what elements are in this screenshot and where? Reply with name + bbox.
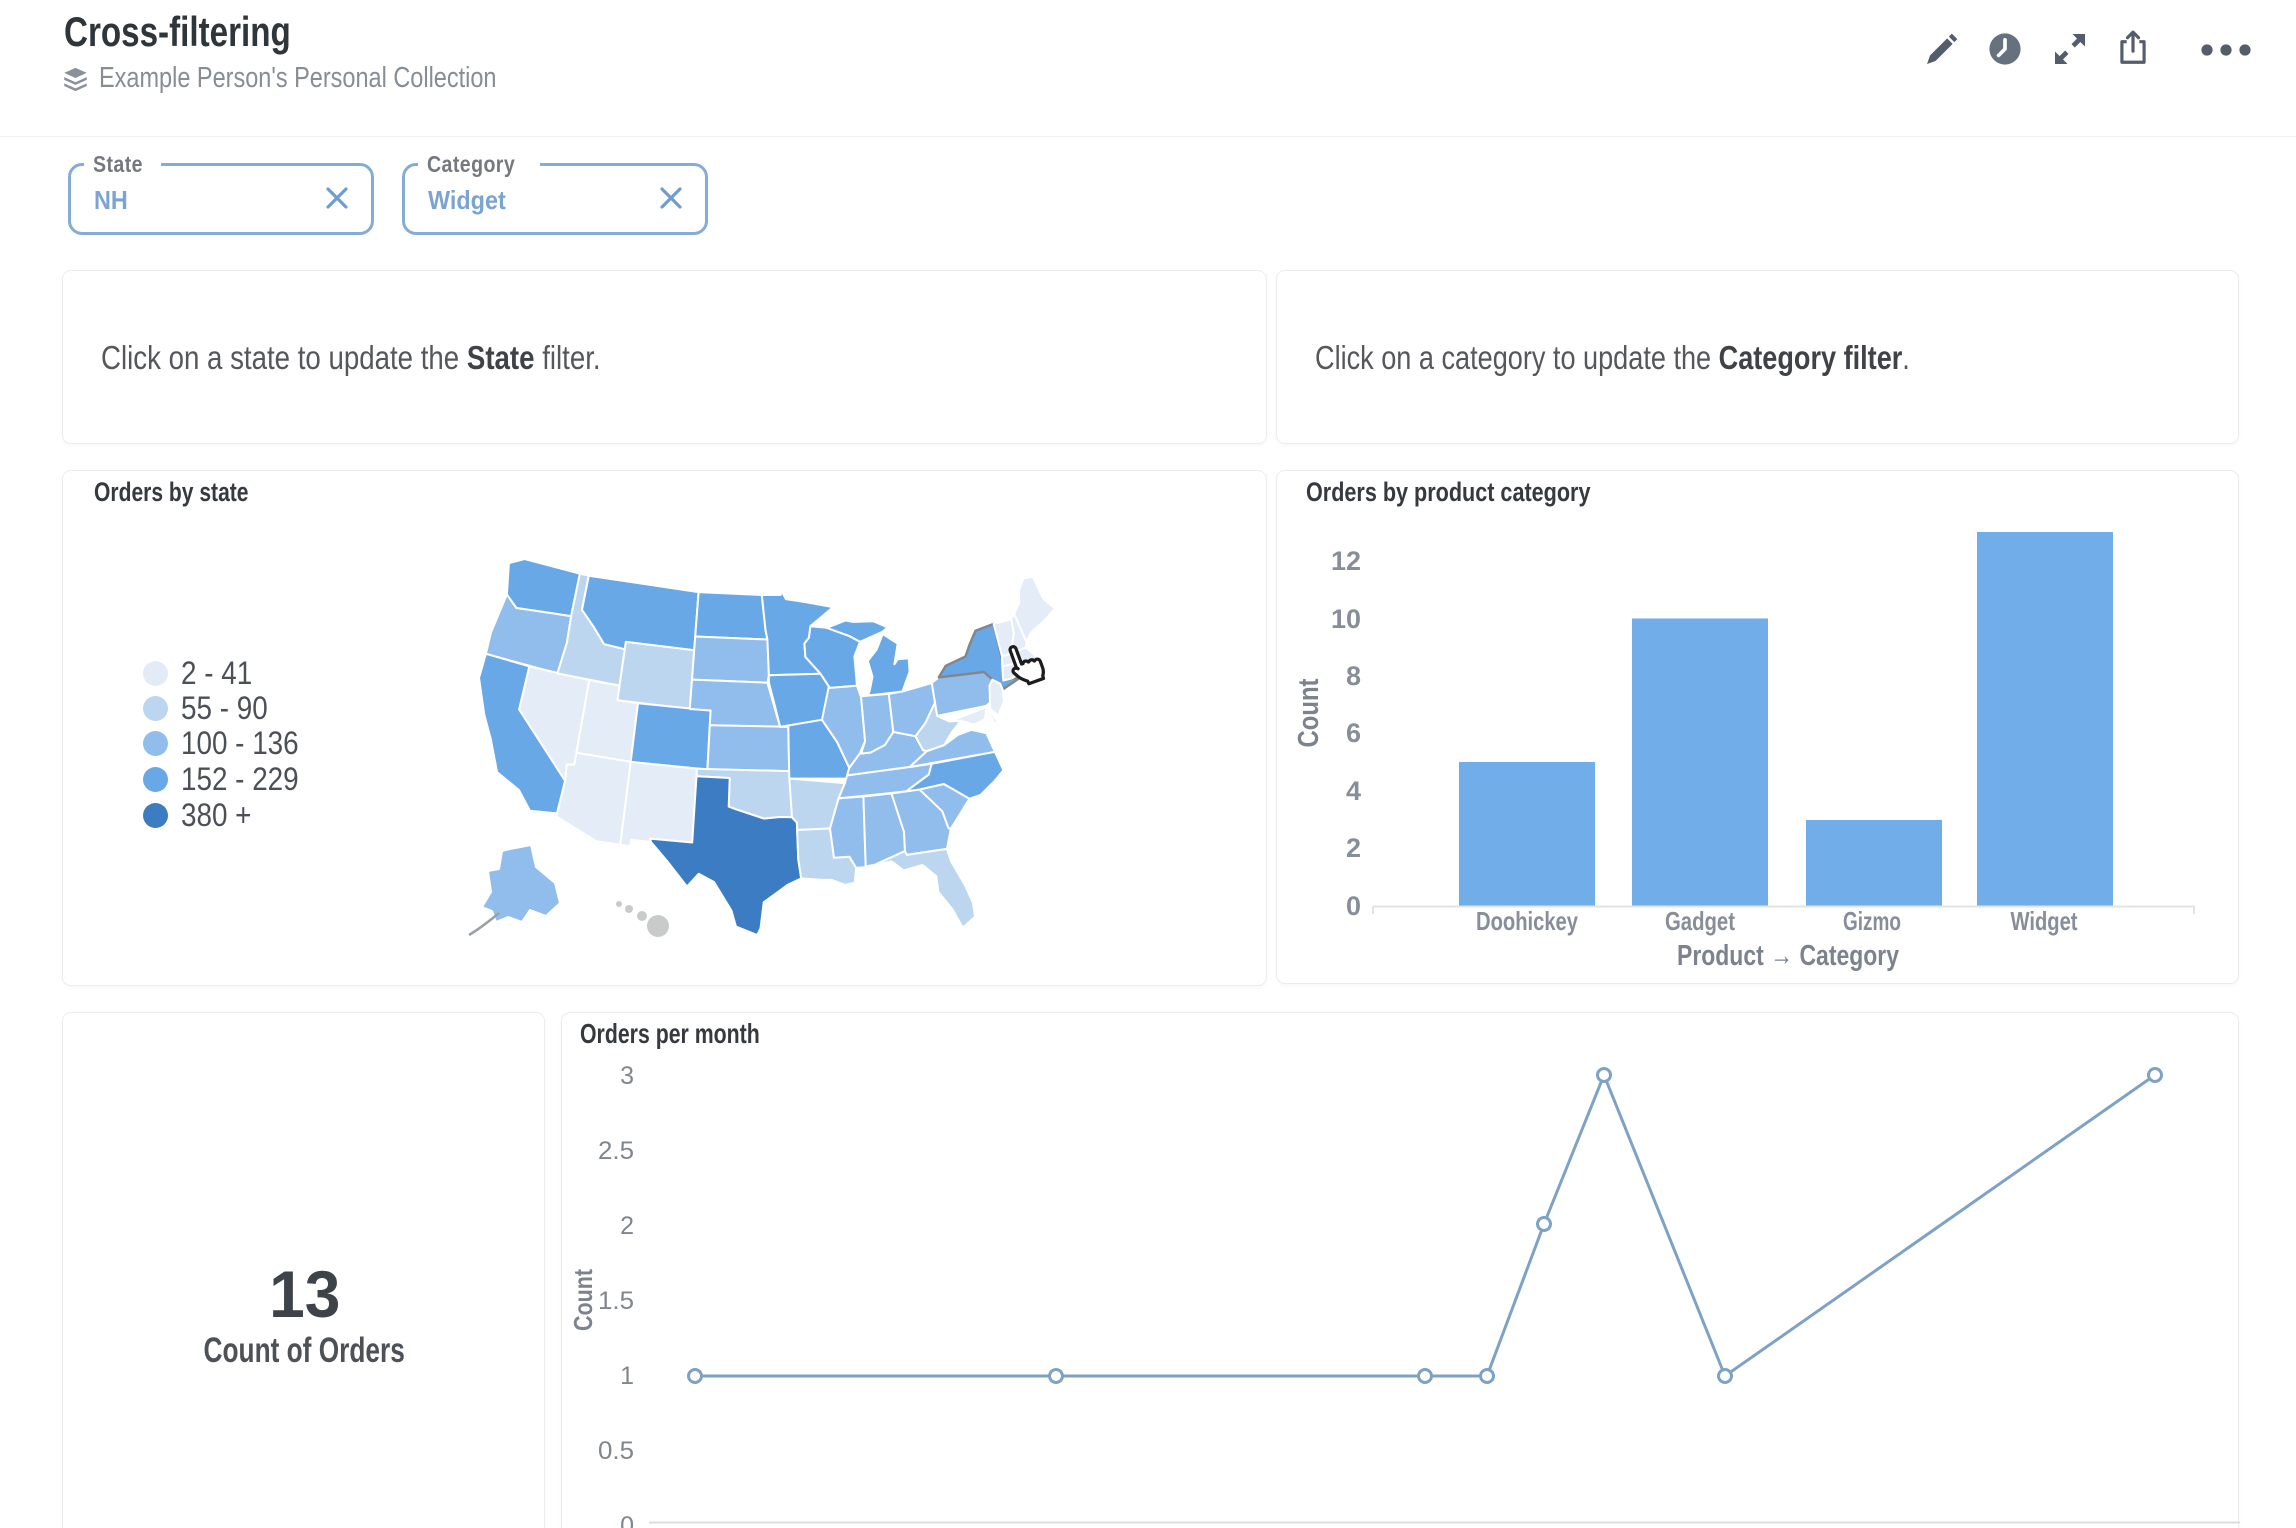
svg-text:Gadget: Gadget <box>1665 906 1735 936</box>
svg-text:1: 1 <box>620 1362 634 1390</box>
svg-text:0: 0 <box>620 1512 634 1528</box>
svg-text:6: 6 <box>1346 718 1361 748</box>
svg-text:0: 0 <box>1346 891 1361 921</box>
svg-text:Doohickey: Doohickey <box>1476 906 1578 936</box>
svg-text:12: 12 <box>1331 546 1361 576</box>
svg-text:Count: Count <box>1293 678 1325 747</box>
svg-text:2: 2 <box>1346 833 1361 863</box>
svg-text:2.5: 2.5 <box>598 1137 634 1165</box>
svg-text:1.5: 1.5 <box>598 1287 634 1315</box>
svg-text:3: 3 <box>620 1062 634 1090</box>
svg-text:8: 8 <box>1346 661 1361 691</box>
svg-text:2: 2 <box>620 1212 634 1240</box>
svg-text:Count: Count <box>568 1269 598 1331</box>
svg-text:4: 4 <box>1346 776 1361 806</box>
svg-text:Product → Category: Product → Category <box>1677 940 1899 972</box>
svg-text:Widget: Widget <box>2011 906 2078 936</box>
svg-text:10: 10 <box>1331 604 1361 634</box>
svg-text:Gizmo: Gizmo <box>1843 906 1901 936</box>
svg-text:0.5: 0.5 <box>598 1437 634 1465</box>
